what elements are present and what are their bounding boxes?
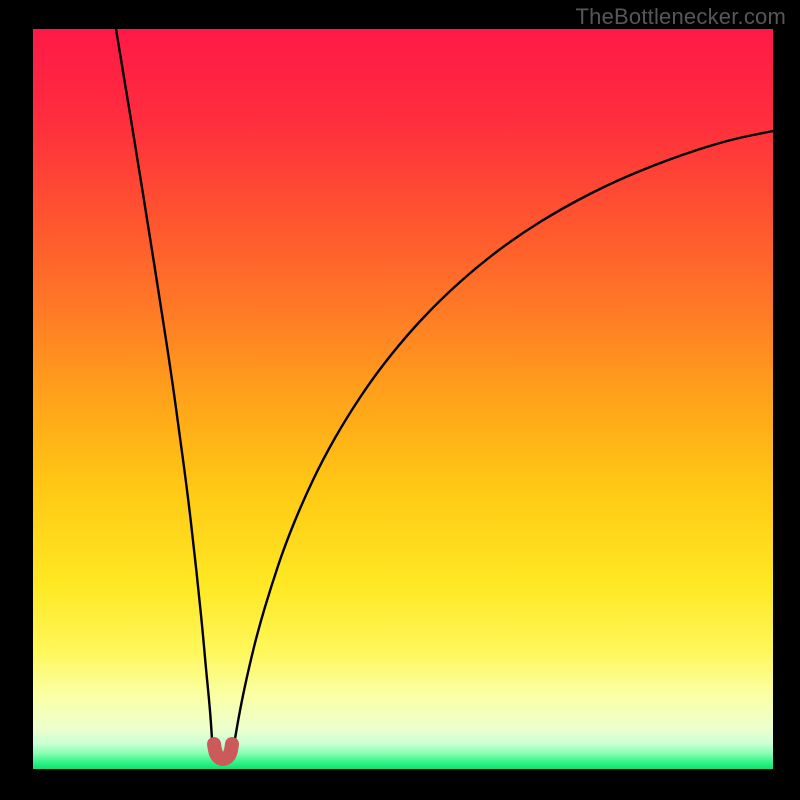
watermark-text: TheBottlenecker.com xyxy=(576,4,786,30)
chart-container: TheBottlenecker.com xyxy=(0,0,800,800)
plot-area xyxy=(33,29,773,769)
gradient-background xyxy=(33,29,773,769)
